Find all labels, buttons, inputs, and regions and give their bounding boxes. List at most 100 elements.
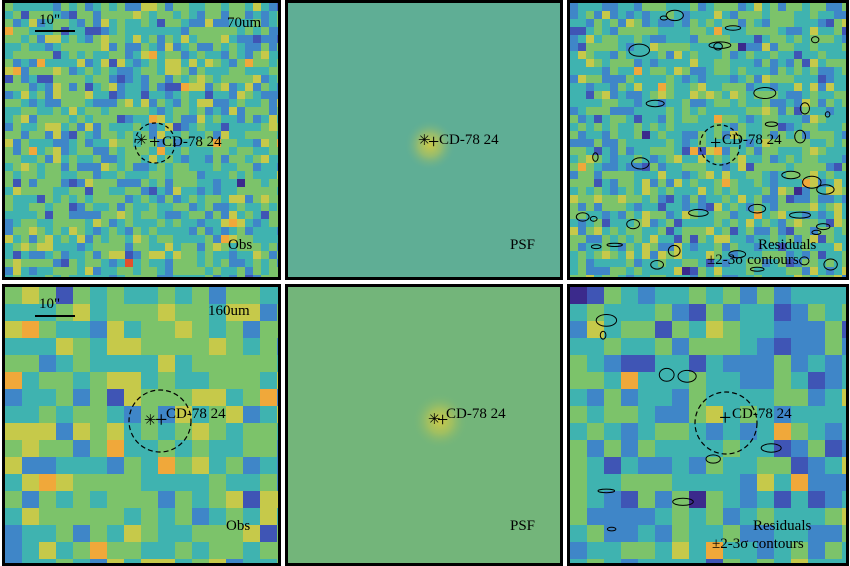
pixel — [125, 267, 134, 276]
pixel — [754, 123, 763, 132]
pixel — [245, 75, 254, 84]
pixel — [221, 243, 230, 252]
pixel — [810, 163, 819, 172]
pixel — [634, 219, 643, 228]
pixel — [650, 171, 659, 180]
pixel — [738, 3, 747, 12]
pixel — [604, 542, 622, 560]
pixel — [141, 195, 150, 204]
pixel — [141, 51, 150, 60]
pixel — [602, 51, 611, 60]
pixel — [634, 27, 643, 36]
pixel — [666, 163, 675, 172]
pixel — [621, 406, 639, 424]
pixel — [141, 259, 150, 268]
pixel — [842, 355, 846, 373]
pixel — [189, 123, 198, 132]
pixel — [762, 11, 771, 20]
pixel — [22, 542, 40, 560]
pixel — [260, 491, 278, 509]
pixel — [85, 235, 94, 244]
pixel — [45, 131, 54, 140]
pixel — [13, 115, 22, 124]
pixel — [277, 83, 278, 92]
pixel — [37, 3, 46, 12]
pixel — [740, 355, 758, 373]
pixel — [73, 559, 91, 563]
pixel — [269, 155, 278, 164]
pixel — [610, 43, 619, 52]
pixel — [730, 51, 739, 60]
pixel — [5, 389, 23, 407]
pixel — [602, 243, 611, 252]
pixel — [261, 115, 270, 124]
pixel — [245, 83, 254, 92]
pixel — [53, 267, 62, 276]
pixel — [213, 155, 222, 164]
pixel — [149, 179, 158, 188]
pixel — [706, 355, 724, 373]
pixel — [253, 139, 262, 148]
pixel — [706, 59, 715, 68]
pixel — [714, 3, 723, 12]
pixel — [730, 11, 739, 20]
pixel — [594, 51, 603, 60]
pixel — [5, 35, 14, 44]
pixel — [689, 406, 707, 424]
pixel — [714, 267, 723, 276]
pixel — [658, 59, 667, 68]
pixel — [133, 115, 142, 124]
pixel — [650, 243, 659, 252]
pixel — [117, 243, 126, 252]
pixel — [626, 27, 635, 36]
pixel — [173, 275, 182, 277]
pixel — [587, 338, 605, 356]
pixel — [842, 179, 846, 188]
pixel — [666, 123, 675, 132]
pixel — [277, 440, 278, 458]
pixel — [738, 227, 747, 236]
pixel — [621, 423, 639, 441]
pixel — [570, 304, 588, 322]
pixel — [604, 406, 622, 424]
contour — [749, 266, 765, 272]
pixel — [53, 211, 62, 220]
pixel — [834, 123, 843, 132]
pixel — [125, 259, 134, 268]
pixel — [578, 99, 587, 108]
pixel — [61, 75, 70, 84]
pixel — [706, 440, 724, 458]
pixel — [674, 267, 683, 276]
pixel — [29, 91, 38, 100]
pixel — [133, 27, 142, 36]
pixel — [634, 251, 643, 260]
pixel — [237, 155, 246, 164]
pixel — [762, 187, 771, 196]
pixel — [205, 187, 214, 196]
pixel — [56, 559, 74, 563]
pixel — [77, 179, 86, 188]
pixel — [141, 304, 159, 322]
pixel — [698, 139, 707, 148]
pixel — [842, 107, 846, 116]
pixel — [621, 389, 639, 407]
pixel — [723, 338, 741, 356]
pixel — [205, 235, 214, 244]
pixel — [56, 406, 74, 424]
pixel — [650, 91, 659, 100]
pixel — [37, 195, 46, 204]
pixel — [698, 147, 707, 156]
pixel — [698, 227, 707, 236]
pixel — [570, 525, 588, 543]
pixel — [117, 275, 126, 277]
pixel — [650, 115, 659, 124]
pixel — [842, 51, 846, 60]
pixel — [45, 195, 54, 204]
pixel — [570, 491, 588, 509]
pixel — [586, 243, 595, 252]
pixel — [634, 203, 643, 212]
pixel — [149, 163, 158, 172]
pixel — [109, 203, 118, 212]
pixel — [37, 275, 46, 277]
pixel — [786, 67, 795, 76]
